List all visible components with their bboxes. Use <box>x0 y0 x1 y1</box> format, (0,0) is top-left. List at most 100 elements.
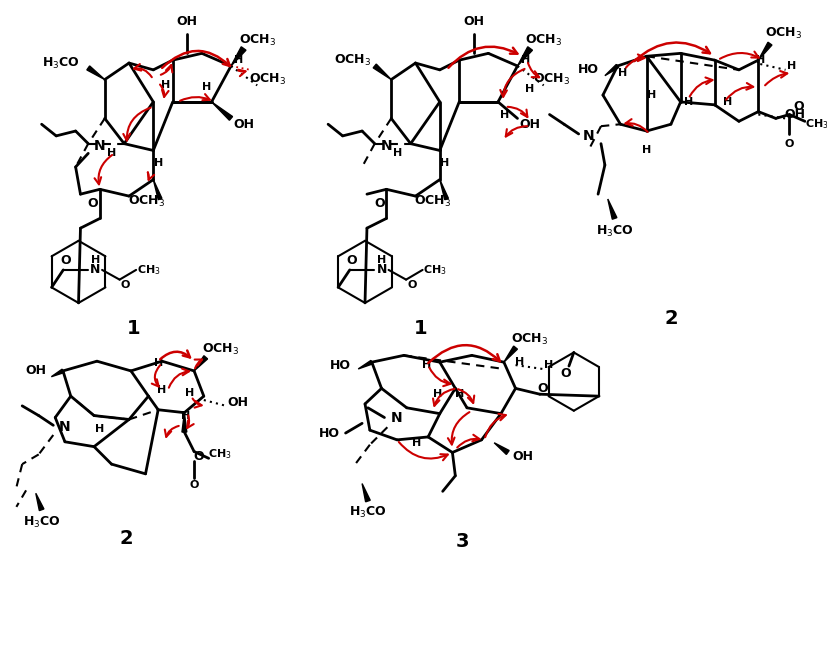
Text: 3: 3 <box>456 532 469 551</box>
Text: OCH$_3$: OCH$_3$ <box>238 33 276 48</box>
Text: 2: 2 <box>119 530 133 548</box>
Text: N: N <box>582 129 594 143</box>
Polygon shape <box>758 42 772 60</box>
Text: H: H <box>455 389 464 399</box>
Text: O: O <box>121 281 130 291</box>
Text: N: N <box>59 420 71 434</box>
Polygon shape <box>518 47 533 66</box>
Text: OH: OH <box>519 118 541 131</box>
Text: H$_3$CO: H$_3$CO <box>23 515 60 530</box>
Text: O: O <box>375 197 385 210</box>
Text: H: H <box>412 438 421 448</box>
Polygon shape <box>153 180 162 200</box>
Text: OH: OH <box>26 365 46 377</box>
Text: O: O <box>561 367 571 380</box>
Text: H: H <box>521 55 530 65</box>
Text: O: O <box>60 254 70 267</box>
Polygon shape <box>231 47 246 66</box>
Polygon shape <box>362 484 370 502</box>
Text: H: H <box>377 255 386 265</box>
Text: 1: 1 <box>414 319 428 337</box>
Text: OCH$_3$: OCH$_3$ <box>765 26 802 41</box>
Polygon shape <box>440 180 448 200</box>
Text: H: H <box>756 55 765 65</box>
Text: HO: HO <box>318 427 340 440</box>
Text: OCH$_3$: OCH$_3$ <box>202 342 239 357</box>
Polygon shape <box>212 102 232 120</box>
Text: N: N <box>391 411 403 425</box>
Text: H: H <box>440 158 449 168</box>
Text: OH: OH <box>463 15 485 28</box>
Text: CH$_3$: CH$_3$ <box>208 448 232 462</box>
Text: N: N <box>90 263 101 277</box>
Text: CH$_3$: CH$_3$ <box>423 263 447 277</box>
Text: H: H <box>642 146 652 156</box>
Polygon shape <box>504 346 518 362</box>
Text: O: O <box>347 254 357 267</box>
Text: OCH$_3$: OCH$_3$ <box>128 194 165 210</box>
Polygon shape <box>373 64 391 79</box>
Text: H: H <box>157 385 167 395</box>
Text: N: N <box>376 263 387 277</box>
Text: H: H <box>154 358 163 368</box>
Polygon shape <box>194 356 208 371</box>
Text: N: N <box>380 138 392 152</box>
Polygon shape <box>182 413 187 432</box>
Text: OCH$_3$: OCH$_3$ <box>525 33 562 48</box>
Text: H: H <box>684 97 693 107</box>
Text: H: H <box>647 90 656 100</box>
Text: N: N <box>94 138 106 152</box>
Text: OH: OH <box>785 108 805 121</box>
Text: H: H <box>786 61 796 71</box>
Text: OCH$_3$: OCH$_3$ <box>533 72 570 87</box>
Text: H: H <box>544 360 553 370</box>
Text: H$_3$CO: H$_3$CO <box>595 224 633 238</box>
Text: H: H <box>95 424 104 434</box>
Text: O: O <box>189 480 198 490</box>
Text: H: H <box>184 388 194 398</box>
Polygon shape <box>608 199 617 219</box>
Text: H$_3$CO: H$_3$CO <box>349 505 387 520</box>
Text: 2: 2 <box>664 309 678 328</box>
Text: O: O <box>88 197 98 210</box>
Text: H: H <box>433 389 442 399</box>
Text: H: H <box>723 97 732 107</box>
Text: OH: OH <box>227 396 248 409</box>
Text: OH: OH <box>233 118 254 131</box>
Text: CH$_3$: CH$_3$ <box>805 118 827 131</box>
Text: OH: OH <box>177 15 198 28</box>
Polygon shape <box>605 64 619 75</box>
Text: H$_3$CO: H$_3$CO <box>42 55 80 71</box>
Text: OCH$_3$: OCH$_3$ <box>334 53 371 67</box>
Text: H: H <box>107 148 116 158</box>
Text: H: H <box>422 360 431 370</box>
Polygon shape <box>87 66 105 79</box>
Text: OCH$_3$: OCH$_3$ <box>511 332 549 347</box>
Text: H: H <box>161 80 170 90</box>
Text: H: H <box>202 82 212 92</box>
Polygon shape <box>495 443 509 454</box>
Text: H: H <box>500 110 509 120</box>
Text: OCH$_3$: OCH$_3$ <box>249 72 286 87</box>
Text: H: H <box>394 148 403 158</box>
Polygon shape <box>36 493 44 510</box>
Text: H: H <box>525 84 535 94</box>
Text: O: O <box>785 139 794 149</box>
Polygon shape <box>51 369 64 377</box>
Text: H: H <box>514 357 524 367</box>
Text: OCH$_3$: OCH$_3$ <box>414 194 452 210</box>
Text: H: H <box>234 55 243 65</box>
Text: HO: HO <box>330 359 351 371</box>
Polygon shape <box>358 361 373 369</box>
Text: 1: 1 <box>127 319 141 337</box>
Text: H: H <box>618 67 627 77</box>
Text: HO: HO <box>578 63 599 76</box>
Text: O: O <box>407 281 417 291</box>
Text: H: H <box>154 158 163 168</box>
Text: O: O <box>794 100 805 114</box>
Text: CH$_3$: CH$_3$ <box>136 263 160 277</box>
Text: OH: OH <box>513 450 533 463</box>
Text: H: H <box>91 255 100 265</box>
Text: O: O <box>538 382 548 395</box>
Text: H: H <box>181 411 190 421</box>
